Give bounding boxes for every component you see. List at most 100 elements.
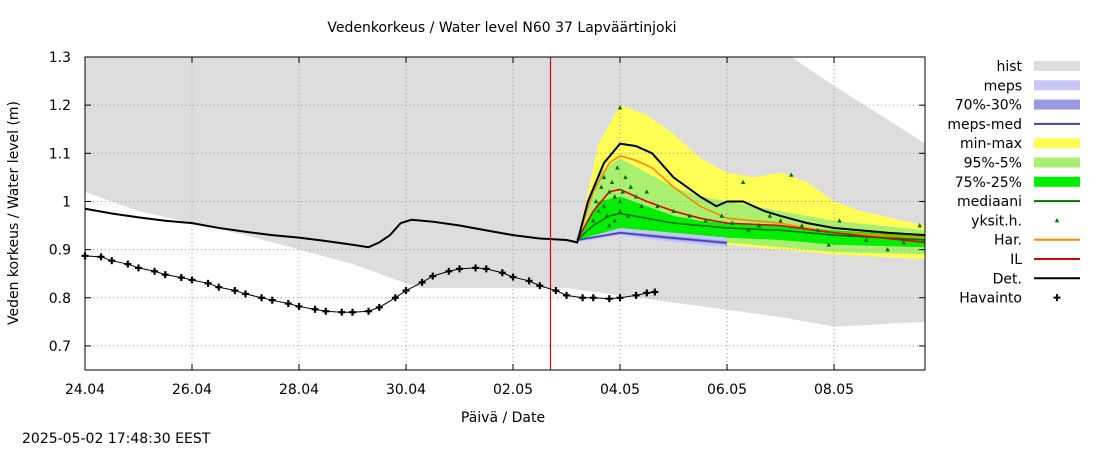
obs-point-26 [429,272,437,280]
obs-point-19 [338,308,346,316]
obs-point-33 [525,277,533,285]
x-tick-label: 04.05 [600,382,640,398]
dot-6 [604,213,609,218]
legend-label: Det. [993,271,1022,287]
line-mediaani [576,212,925,241]
legend-label: 70%-30% [955,98,1022,114]
obs-point-5 [151,267,159,275]
obs-point-28 [456,265,464,273]
dot-7 [607,189,612,194]
x-tick-label: 28.04 [279,382,319,398]
legend-item-8: yksit.h. [971,213,1060,229]
obs-point-7 [177,274,185,282]
y-tick-label: 0.8 [49,291,71,307]
dot-15 [620,189,625,194]
legend-swatch [1034,157,1080,168]
legend-swatch [1034,99,1080,110]
dot-0 [591,218,596,223]
legend-label: Har. [994,233,1022,249]
obs-point-24 [402,287,410,295]
dot-25 [687,213,692,218]
y-tick-label: 1.1 [49,146,71,162]
legend: hist meps 70%-30% meps-med min-max 95%-5% 75%-… [947,59,1080,307]
dot-20 [617,105,623,110]
legend-item-6: 75%-25% [955,175,1080,191]
x-tick-label: 08.05 [814,382,854,398]
grid-lines [84,56,925,370]
obs-point-39 [605,295,613,303]
x-tick-label: 26.04 [172,382,212,398]
legend-label: hist [996,59,1022,75]
chart-title: Vedenkorkeus / Water level N60 37 Lapvää… [327,20,676,36]
legend-label: mediaani [957,194,1022,210]
legend-item-2: 70%-30% [955,98,1080,114]
legend-item-0: hist [996,59,1080,75]
legend-label: min-max [960,136,1022,152]
dot-17 [625,213,631,218]
dot-29 [746,227,751,233]
dot-8 [607,223,612,228]
dot-35 [799,223,805,228]
obs-point-23 [391,294,399,302]
legend-swatch [1054,217,1060,223]
band-70%-30% [577,231,728,245]
dot-33 [778,218,783,223]
dot-38 [837,218,842,223]
dot-40 [863,237,869,242]
obs-point-17 [311,305,319,313]
x-tick-label: 24.04 [65,382,105,398]
obs-point-16 [295,302,303,310]
obs-point-9 [204,279,212,287]
legend-item-7: mediaani [957,194,1080,210]
series-markers [81,105,922,316]
obs-point-21 [365,307,373,315]
obs-point-38 [589,294,597,302]
legend-swatch [1034,80,1080,91]
dot-27 [719,213,724,218]
dot-11 [612,218,617,223]
y-tick-label: 1.3 [49,50,71,66]
obs-point-29 [472,264,480,272]
obs-point-4 [135,264,143,272]
dot-12 [615,165,620,170]
legend-item-9: Har. [994,233,1080,249]
obs-point-27 [445,267,453,275]
obs-point-3 [124,260,132,268]
axes: 24.04 26.04 28.04 30.04 02.05 04.05 06.05 08.05… [49,50,926,398]
obs-point-22 [375,303,383,311]
obs-point-31 [498,269,506,277]
dot-26 [703,218,708,223]
dot-31 [740,179,746,184]
obs-point-37 [579,294,587,302]
x-tick-label: 30.04 [386,382,426,398]
dot-4 [601,203,607,209]
x-tick-label: 02.05 [493,382,533,398]
legend-label: Havainto [959,291,1022,307]
forecast-bands [85,57,925,327]
dot-41 [885,247,890,252]
obs-point-1 [97,253,105,261]
timestamp: 2025-05-02 17:48:30 EEST [22,431,211,447]
obs-point-34 [536,282,544,290]
legend-item-1: meps [984,78,1080,94]
legend-label: yksit.h. [971,213,1022,229]
line-Det. [85,142,925,249]
obs-point-25 [418,278,426,286]
obs-point-8 [188,276,196,284]
obs-point-32 [509,273,517,281]
legend-item-3: meps-med [947,117,1080,133]
obs-point-15 [284,300,292,308]
obs-point-35 [552,287,560,295]
x-tick-label: 06.05 [707,382,747,398]
legend-label: meps-med [947,117,1022,133]
legend-swatch [1034,61,1080,71]
dot-5 [601,174,607,180]
line-Har. [576,154,925,241]
obs-point-14 [268,296,276,304]
dot-1 [593,198,599,204]
band-hist [85,57,925,327]
obs-point-11 [231,287,239,295]
obs-point-43 [651,288,659,296]
y-tick-label: 1.2 [49,98,71,114]
dot-18 [628,184,633,189]
